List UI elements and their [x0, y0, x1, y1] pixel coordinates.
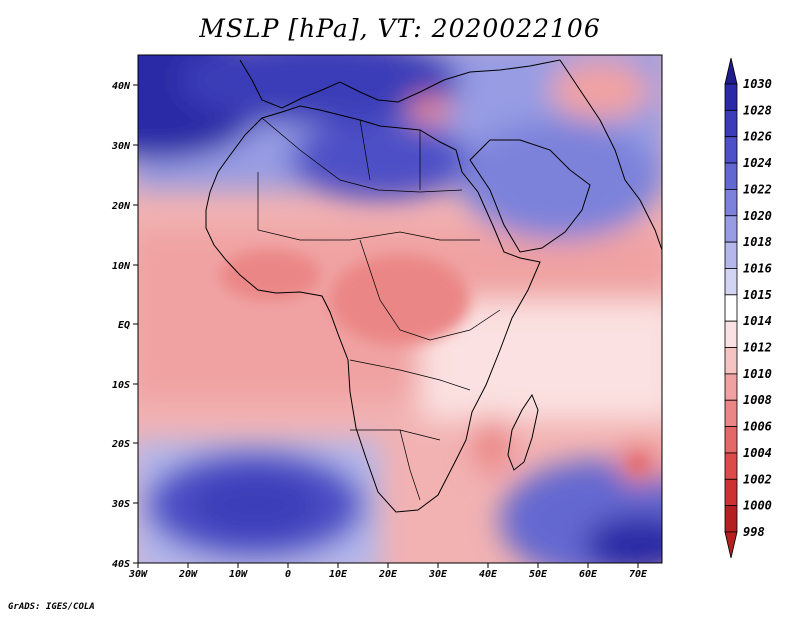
lat-label: 10S	[112, 380, 130, 391]
persia-low	[550, 60, 650, 120]
lon-label: 20W	[178, 569, 198, 580]
colorbar-swatch	[724, 136, 738, 164]
colorbar-swatch	[724, 320, 738, 348]
colorbar: 1030 1028 1026 1024 1022 1020 1018 1016 1015 1014…	[724, 57, 772, 559]
mediterranean-high	[180, 55, 460, 125]
sahara-high	[290, 120, 470, 200]
south-africa-border	[399, 429, 421, 501]
lon-tick-labels: 30W 20W 10W 0 10E 20E 30E 40E 50E 60E 70…	[128, 569, 648, 580]
credit-text: GrADS: IGES/COLA	[8, 602, 95, 612]
colorbar-label: 1020	[743, 209, 772, 223]
coastlines	[205, 59, 662, 513]
colorbar-label: 1008	[743, 393, 772, 407]
colorbar-label: 1028	[743, 103, 772, 117]
colorbar-label: 1000	[743, 499, 772, 513]
lon-label: 50E	[529, 569, 548, 580]
pressure-field	[138, 55, 662, 563]
colorbar-label: 1010	[743, 367, 772, 381]
lon-label: 20E	[378, 569, 398, 580]
colorbar-label: 1016	[743, 261, 772, 275]
colorbar-swatch	[724, 268, 738, 296]
congo-low	[330, 255, 470, 345]
mozambique-low	[474, 415, 510, 475]
colorbar-label: 1018	[743, 235, 772, 249]
lon-label: 0	[285, 569, 291, 580]
asia-coastline	[559, 59, 662, 251]
colorbar-swatch	[724, 426, 738, 454]
europe-coastline	[239, 59, 561, 109]
lat-label: 30N	[111, 141, 131, 152]
colorbar-swatch	[724, 399, 738, 427]
colorbar-swatch	[724, 162, 738, 190]
lon-label: 30W	[128, 569, 148, 580]
colorbar-min-arrow	[724, 531, 738, 559]
colorbar-label: 1004	[743, 446, 772, 460]
colorbar-swatch	[724, 215, 738, 243]
arabia-high	[460, 120, 660, 240]
arabia-coastline	[469, 139, 591, 253]
lat-label: 20S	[111, 439, 130, 450]
lon-label: 30E	[428, 569, 448, 580]
lon-label: 40E	[479, 569, 498, 580]
central-border	[359, 239, 501, 341]
colorbar-label: 1014	[743, 314, 772, 328]
west-africa-low	[220, 250, 320, 300]
colorbar-label: 1002	[743, 472, 772, 486]
indian-ocean-high-core	[585, 515, 662, 563]
lon-label: 10W	[229, 569, 248, 580]
colorbar-label: 1006	[743, 420, 772, 434]
lat-label: 20N	[111, 201, 131, 212]
mascarene-low-core	[629, 455, 647, 473]
colorbar-label: 1012	[743, 341, 772, 355]
sahara-border	[261, 117, 463, 193]
colorbar-swatch	[724, 452, 738, 480]
colorbar-swatch	[724, 373, 738, 401]
lon-label: 10E	[329, 569, 348, 580]
southern-central-border	[349, 359, 471, 391]
colorbar-swatch	[724, 241, 738, 269]
lon-label: 70E	[629, 569, 648, 580]
madagascar-coastline	[507, 393, 539, 471]
colorbar-swatch	[724, 189, 738, 217]
colorbar-label: 1026	[743, 130, 772, 144]
colorbar-label: 1030	[743, 77, 772, 91]
country-borders	[257, 117, 501, 501]
lat-label: EQ	[118, 320, 130, 331]
lat-label: 30S	[111, 499, 130, 510]
colorbar-swatch	[724, 478, 738, 507]
libya-algeria-border	[359, 119, 371, 181]
lon-label: 60E	[579, 569, 598, 580]
lat-label: 40N	[112, 81, 131, 92]
colorbar-swatch	[724, 109, 738, 138]
map-frame	[137, 54, 663, 564]
lat-label: 10N	[112, 261, 131, 272]
colorbar-swatch	[724, 83, 738, 111]
cyprus-low	[408, 96, 452, 124]
africa-coastline	[205, 105, 541, 513]
colorbar-max-arrow	[724, 57, 738, 85]
map-title: MSLP [hPa], VT: 2020022106	[199, 14, 601, 43]
sahel-border	[257, 172, 480, 241]
colorbar-label: 1015	[743, 288, 772, 302]
lat-tick-labels: 40N 30N 20N 10N EQ 10S 20S 30S 40S	[111, 81, 131, 570]
south-atlantic-high-core	[190, 475, 320, 535]
tick-marks	[133, 84, 639, 568]
colorbar-label: 1022	[743, 182, 772, 196]
colorbar-swatch	[724, 294, 738, 322]
colorbar-swatch	[724, 347, 738, 375]
colorbar-label: 998	[743, 525, 765, 539]
colorbar-label: 1024	[743, 156, 772, 170]
colorbar-swatch	[724, 505, 738, 533]
lat-label: 40S	[112, 559, 130, 570]
